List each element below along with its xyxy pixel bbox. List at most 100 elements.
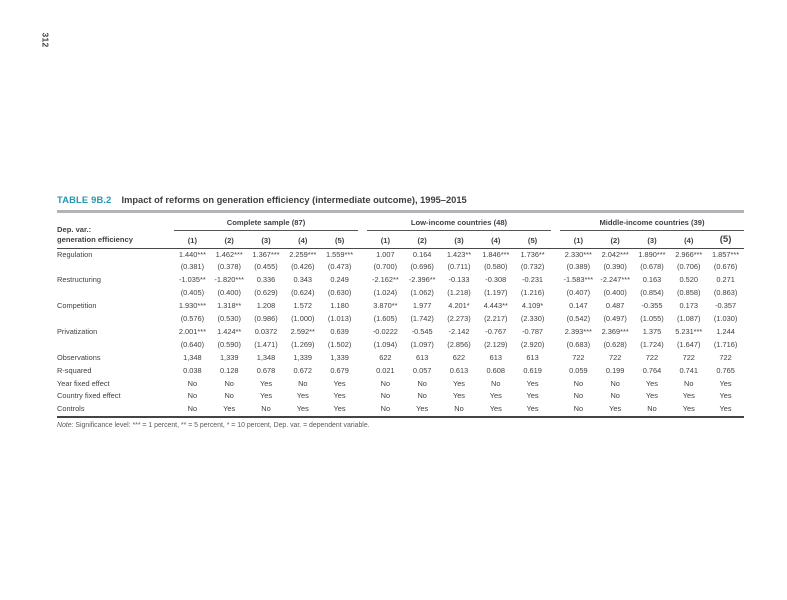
cell: 1,339 [219, 352, 239, 362]
table-row: Restructuring -1.035** -1.820*** 0.336 0.343… [57, 274, 744, 287]
cell: (1.269) [291, 339, 315, 349]
cell: -0.787 [522, 326, 544, 336]
cell: (2.217) [484, 314, 508, 324]
cell: 5.231*** [675, 326, 703, 336]
table-row: Privatization 2.001*** 1.424** 0.0372 2.592*… [57, 326, 744, 339]
column-gap [357, 403, 367, 419]
column-header: (2) [210, 230, 248, 249]
cell: No [440, 403, 478, 419]
cell: (0.676) [713, 262, 738, 272]
cell: -0.545 [411, 326, 433, 336]
cell: (1.716) [713, 339, 738, 349]
cell: (0.426) [291, 262, 315, 272]
column-gap [551, 248, 560, 261]
column-header: (4) [284, 230, 322, 249]
column-gap [551, 326, 560, 339]
cell: -2.162** [372, 275, 399, 285]
cell: 2.001*** [178, 326, 206, 336]
cell: Yes [682, 391, 695, 401]
cell: Yes [452, 391, 465, 401]
cell: 4.201* [448, 301, 470, 311]
cell: Yes [670, 403, 708, 419]
table-row: Year fixed effect No No Yes No Yes No No Yes No Ye… [57, 378, 744, 391]
cell: No [366, 403, 404, 419]
cell: 0.336 [256, 275, 276, 285]
caption-rule [57, 210, 744, 213]
cell: (0.530) [217, 314, 241, 324]
cell: 1.559*** [326, 249, 354, 259]
cell: (2.129) [484, 339, 508, 349]
cell: 722 [719, 352, 732, 362]
cell: (0.400) [217, 288, 241, 298]
table-row: Competition 1.930*** 1.318** 1.208 1.572 1.18… [57, 300, 744, 313]
cell: (1.000) [291, 314, 315, 324]
cell: 1.208 [256, 301, 276, 311]
cell: 0.672 [293, 365, 313, 375]
cell: Yes [321, 403, 358, 419]
cell: 0.343 [293, 275, 313, 285]
cell: 1.375 [642, 326, 662, 336]
cell: (1.055) [640, 314, 664, 324]
cell: 2.330*** [564, 249, 592, 259]
cell: -0.231 [522, 275, 544, 285]
row-label: Privatization [57, 326, 98, 336]
cell: (0.678) [640, 262, 664, 272]
column-gap [358, 326, 367, 339]
note-label: Note: [57, 421, 74, 429]
cell: 613 [526, 352, 539, 362]
cell: (1.218) [447, 288, 471, 298]
column-gap [358, 339, 367, 352]
cell: Yes [489, 391, 502, 401]
column-gap [550, 215, 560, 249]
cell: Yes [596, 403, 634, 419]
cell: 1.846*** [482, 249, 510, 259]
cell: 0.520 [679, 275, 699, 285]
cell: 1,339 [330, 352, 349, 362]
column-header: (4) [477, 230, 515, 249]
cell: (1.724) [640, 339, 664, 349]
column-gap [551, 261, 560, 274]
cell: 0.057 [412, 365, 432, 375]
column-header: (5) [707, 230, 744, 249]
column-gap [551, 339, 560, 352]
table-row: Country fixed effect No No Yes Yes Yes No No Yes… [57, 390, 744, 403]
cell: 1.180 [330, 301, 349, 311]
column-gap [357, 215, 367, 249]
column-header: (1) [174, 230, 211, 249]
cell: No [491, 378, 501, 388]
cell: Yes [526, 391, 539, 401]
cell: (1.502) [327, 339, 352, 349]
cell: (0.854) [640, 288, 664, 298]
cell: (0.381) [180, 262, 205, 272]
cell: (2.330) [520, 314, 545, 324]
row-label: Country fixed effect [57, 391, 121, 401]
table-title: Impact of reforms on generation efficien… [121, 195, 467, 205]
cell: (0.630) [327, 288, 352, 298]
cell: (0.986) [254, 314, 278, 324]
cell: 1,348 [256, 352, 276, 362]
cell: (1.742) [410, 314, 434, 324]
column-gap [358, 390, 367, 403]
cell: -1.583*** [563, 275, 594, 285]
cell: (1.647) [677, 339, 701, 349]
row-label [57, 261, 174, 274]
cell: 1.890*** [638, 249, 666, 259]
cell: 622 [452, 352, 466, 362]
cell: 2.369*** [601, 326, 629, 336]
cell: No [380, 378, 391, 388]
column-gap [550, 403, 560, 419]
cell: -1.820*** [214, 275, 244, 285]
cell: Yes [259, 378, 273, 388]
cell: (1.024) [373, 288, 398, 298]
row-label [57, 339, 174, 352]
cell: No [187, 378, 198, 388]
cell: (0.390) [603, 262, 627, 272]
cell: (1.197) [484, 288, 508, 298]
cell: 0.038 [183, 365, 202, 375]
cell: 1.318** [217, 301, 242, 311]
cell: Yes [333, 378, 346, 388]
cell: No [610, 378, 620, 388]
cell: Yes [284, 403, 322, 419]
cell: 0.128 [219, 365, 239, 375]
cell: -2.396** [408, 275, 436, 285]
